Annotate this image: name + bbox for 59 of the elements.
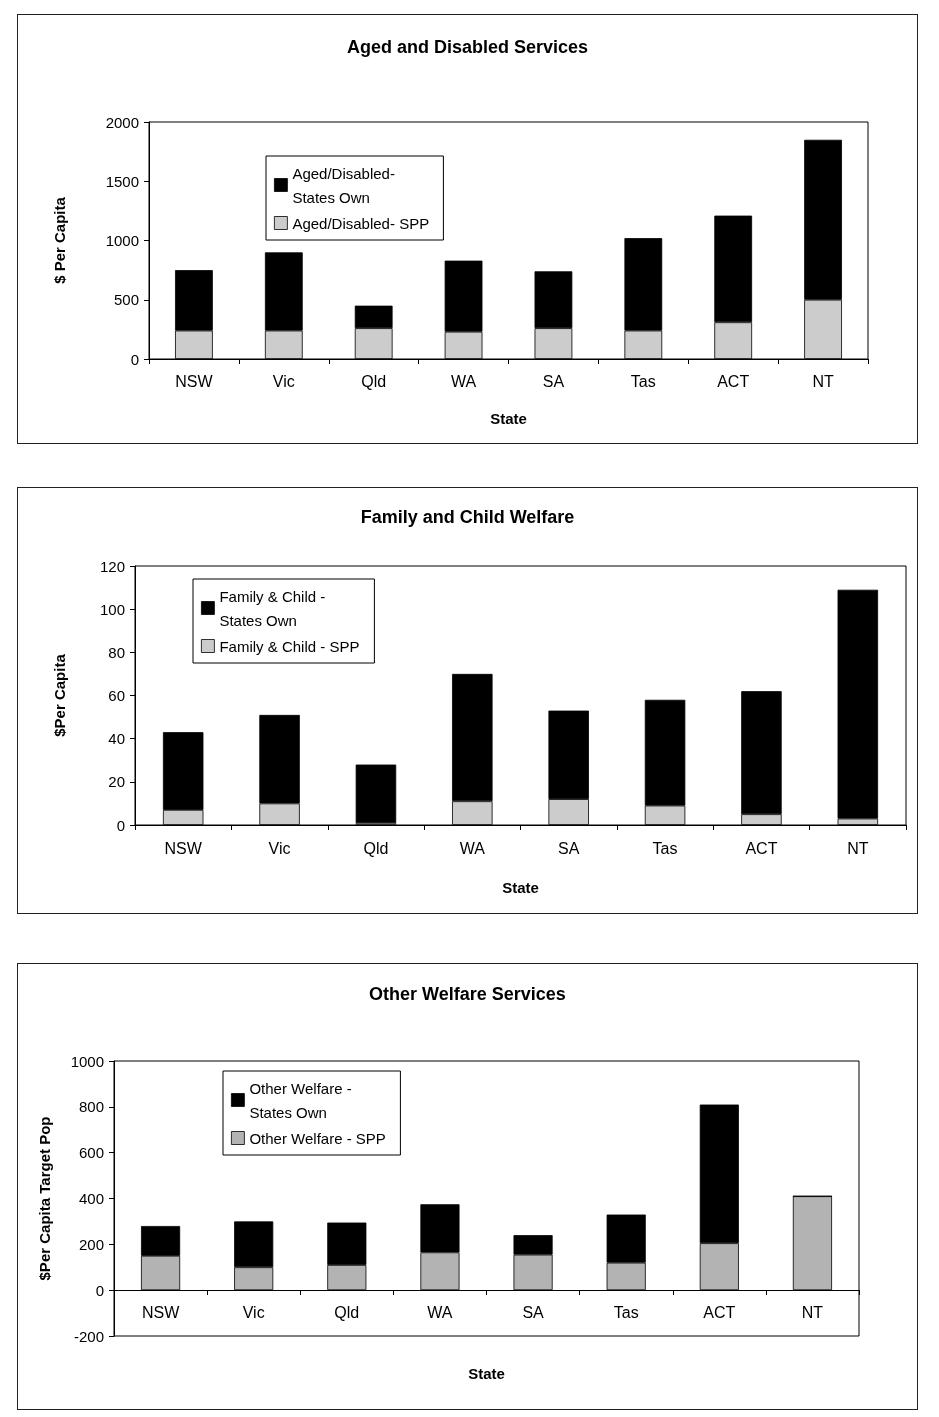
x-tick-label: NSW (141, 1303, 181, 1321)
y-tick-label: 500 (113, 291, 139, 309)
x-tick-label: NT (801, 1303, 824, 1321)
x-tick-label: WA (459, 839, 486, 857)
x-tick-label: Tas (630, 372, 656, 390)
y-tick-label: 1500 (105, 172, 139, 190)
x-tick-label: SA (542, 372, 565, 390)
x-tick-label: Qld (363, 839, 389, 857)
x-tick-label: WA (450, 372, 477, 390)
x-tick-label: WA (427, 1303, 453, 1321)
y-tick-label: 2000 (105, 113, 139, 131)
bar (355, 764, 397, 823)
y-tick-label: 0 (130, 350, 139, 368)
x-tick-label: NSW (175, 372, 214, 390)
y-tick-label: 1000 (105, 232, 139, 249)
y-tick-label: 120 (99, 557, 125, 575)
y-tick-label: 80 (108, 643, 125, 661)
y-tick-label: 1000 (70, 1052, 104, 1070)
x-tick-label: Tas (613, 1303, 639, 1321)
y-tick-label: 100 (99, 600, 125, 618)
y-tick-label: 20 (108, 773, 125, 791)
x-tick-label: SA (522, 1303, 545, 1321)
x-tick-label: Vic (272, 372, 295, 390)
x-axis-title: State (468, 1365, 505, 1382)
x-tick-label: NSW (164, 839, 203, 857)
x-axis-title: State (490, 410, 527, 427)
legend-label: Aged/Disabled- SPP (292, 214, 430, 232)
y-tick-label: 800 (78, 1098, 104, 1116)
x-tick-label: ACT (745, 839, 778, 857)
x-axis-title: State (502, 879, 539, 896)
x-tick-label: NT (812, 372, 834, 390)
y-tick-label: 40 (108, 730, 125, 748)
x-tick-label: Qld (361, 372, 387, 390)
legend-label: Other Welfare - SPP (249, 1129, 386, 1147)
legend-label: Family & Child - States Own (219, 587, 330, 629)
y-axis-title: $Per Capita Target Pop (36, 1116, 53, 1281)
chart-title: Other Welfare Services (369, 984, 566, 1004)
y-tick-label: 400 (78, 1190, 104, 1207)
y-tick-label: 200 (78, 1235, 104, 1253)
y-tick-label: 0 (116, 816, 125, 834)
y-axis-title: $Per Capita (51, 653, 68, 737)
legend-label: Aged/Disabled- States Own (292, 164, 400, 206)
chart-title: Aged and Disabled Services (346, 37, 589, 57)
x-tick-label: ACT (703, 1303, 736, 1321)
x-tick-label: ACT (717, 372, 750, 390)
y-tick-label: 600 (78, 1144, 104, 1162)
chart-title: Family and Child Welfare (360, 507, 575, 527)
x-tick-label: Vic (268, 839, 291, 857)
y-axis-title: $ Per Capita (51, 196, 68, 284)
legend-label: Family & Child - SPP (219, 637, 360, 655)
x-tick-label: Qld (334, 1303, 360, 1321)
y-tick-label: 60 (108, 687, 125, 704)
x-tick-label: NT (847, 839, 869, 857)
y-tick-label: 0 (95, 1281, 104, 1299)
x-tick-label: Vic (242, 1303, 265, 1321)
x-tick-label: SA (558, 839, 580, 857)
legend-label: Other Welfare - States Own (249, 1079, 356, 1121)
x-tick-label: Tas (652, 839, 678, 857)
y-tick-label: -200 (73, 1327, 104, 1345)
